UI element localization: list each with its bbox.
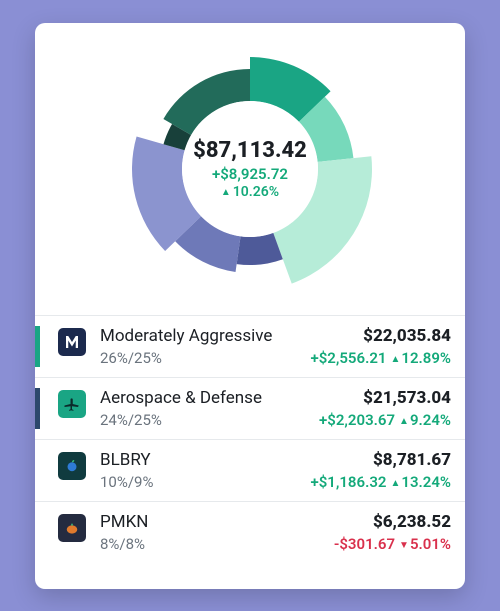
holding-name: Moderately Aggressive xyxy=(100,326,302,346)
holding-name: PMKN xyxy=(100,512,326,532)
donut-chart-area: $87,113.42 +$8,925.72 ▲10.26% xyxy=(35,23,465,315)
holding-icon-cell xyxy=(48,326,92,367)
holding-icon-cell xyxy=(48,450,92,491)
holding-allocation: 26%/25% xyxy=(100,349,302,367)
holding-icon-cell xyxy=(48,388,92,429)
pumpkin-icon xyxy=(58,514,86,542)
caret-up-icon: ▲ xyxy=(390,354,400,365)
holding-icon-cell xyxy=(48,512,92,553)
row-accent xyxy=(35,512,40,553)
row-accent xyxy=(35,388,40,429)
holding-allocation: 10%/9% xyxy=(100,473,302,491)
holding-row[interactable]: Aerospace & Defense $21,573.04 24%/25% +$2,… xyxy=(35,378,465,440)
holding-value: $22,035.84 xyxy=(310,326,451,346)
holding-change: +$2,556.21▲12.89% xyxy=(310,349,451,367)
holding-row[interactable]: PMKN $6,238.52 8%/8% -$301.67▼5.01% xyxy=(35,502,465,563)
plane-icon xyxy=(58,390,86,418)
holdings-list: Moderately Aggressive $22,035.84 26%/25% +$… xyxy=(35,315,465,589)
holding-value: $6,238.52 xyxy=(334,512,451,532)
holding-allocation: 24%/25% xyxy=(100,411,311,429)
caret-up-icon: ▲ xyxy=(399,416,409,427)
donut-chart[interactable]: $87,113.42 +$8,925.72 ▲10.26% xyxy=(126,45,374,293)
holding-name: Aerospace & Defense xyxy=(100,388,311,408)
portfolio-card: $87,113.42 +$8,925.72 ▲10.26% Moderately… xyxy=(35,23,465,589)
row-accent xyxy=(35,450,40,491)
holding-row[interactable]: BLBRY $8,781.67 10%/9% +$1,186.32▲13.24% xyxy=(35,440,465,502)
row-accent xyxy=(35,326,40,367)
M-icon xyxy=(58,328,86,356)
berry-icon xyxy=(58,452,86,480)
holding-value: $21,573.04 xyxy=(319,388,451,408)
holding-row[interactable]: Moderately Aggressive $22,035.84 26%/25% +$… xyxy=(35,316,465,378)
caret-down-icon: ▼ xyxy=(399,540,409,551)
holding-name: BLBRY xyxy=(100,450,302,470)
caret-up-icon: ▲ xyxy=(390,478,400,489)
holding-change: -$301.67▼5.01% xyxy=(334,535,451,553)
holding-allocation: 8%/8% xyxy=(100,535,326,553)
holding-change: +$1,186.32▲13.24% xyxy=(310,473,451,491)
holding-change: +$2,203.67▲9.24% xyxy=(319,411,451,429)
holding-value: $8,781.67 xyxy=(310,450,451,470)
